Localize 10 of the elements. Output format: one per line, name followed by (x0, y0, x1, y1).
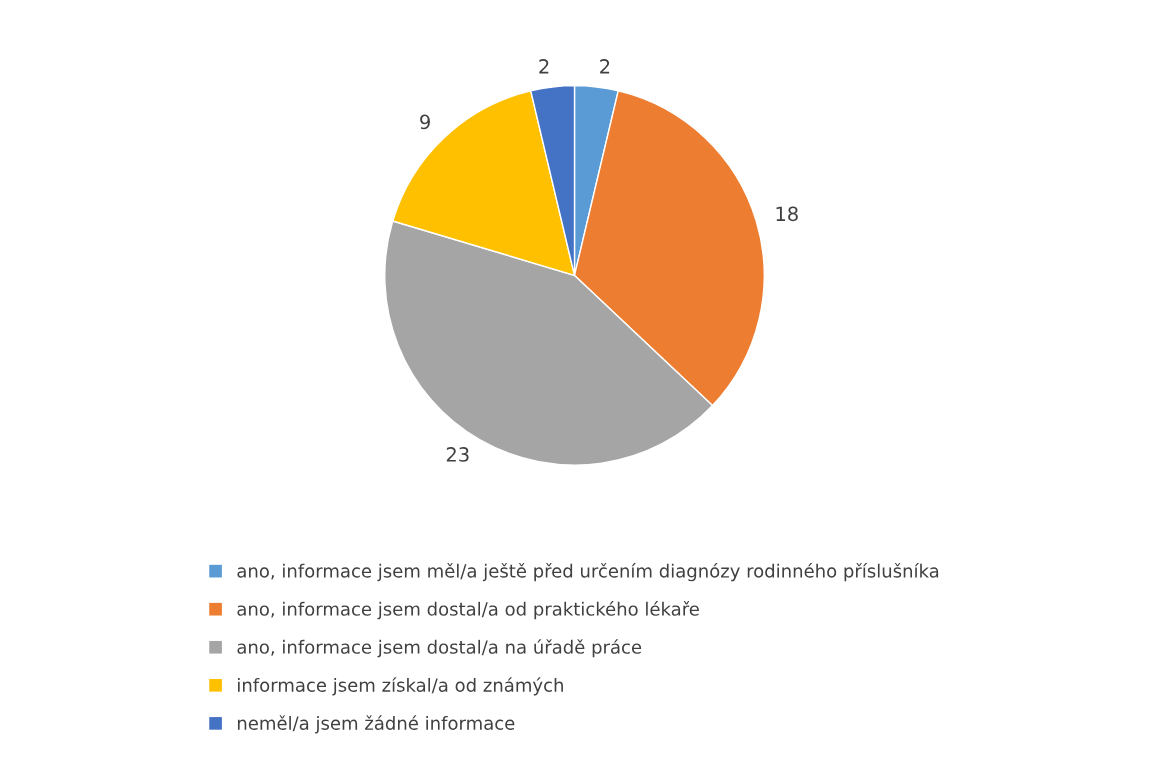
legend-label: neměl/a jsem žádné informace (237, 715, 515, 734)
data-label: 18 (776, 206, 798, 222)
legend-label: ano, informace jsem dostal/a na úřadě práce (237, 639, 642, 658)
legend-label: ano, informace jsem dostal/a od praktického lékaře (237, 601, 699, 620)
legend-label: ano, informace jsem měl/a ještě před určením diagnózy rodinného příslušníka (237, 563, 939, 582)
legend-label: informace jsem získal/a od známých (238, 677, 563, 696)
data-label: 2 (600, 59, 610, 74)
data-label: 9 (420, 114, 430, 130)
data-label: 23 (446, 447, 469, 462)
data-label: 2 (539, 59, 549, 74)
